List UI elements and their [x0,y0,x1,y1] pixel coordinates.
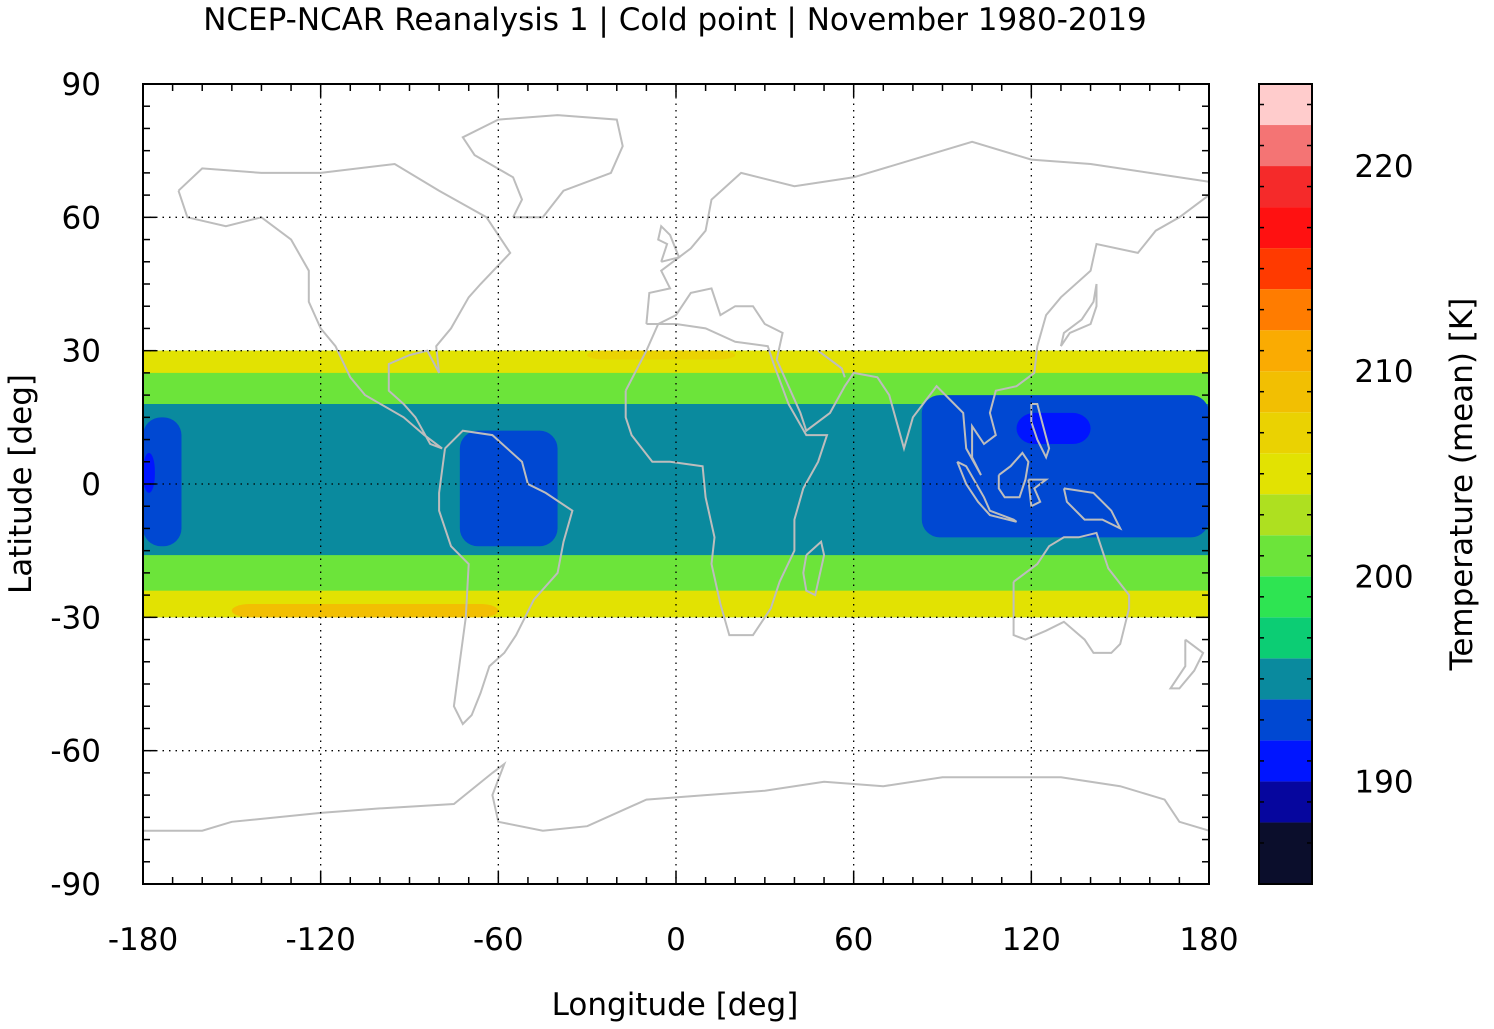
coastline-sulawesi [1027,478,1050,508]
plot-frame [142,83,1210,885]
coastline-africa [624,323,829,637]
coastline-madagascar [802,539,826,597]
coastline-south-america [438,429,574,726]
heatmap-region-cold-pool-west-pacific [921,395,1209,538]
coastline-philippines [1030,403,1051,460]
coastline-antarctica [143,761,1209,832]
colorbar-swatch [1259,371,1312,413]
heatmap-region-warm-core-south-pacific [231,604,499,618]
y-axis-label: Latitude [deg] [3,374,39,594]
colorbar-swatch [1259,166,1312,208]
heatmap-region-cold-pool-south-america [459,430,558,547]
colorbar-frame [1258,83,1313,885]
x-tick-label: -60 [473,922,524,958]
colorbar [1258,83,1313,885]
y-tick-label: 0 [81,467,101,503]
colorbar-swatch [1259,658,1312,700]
heatmap-region-warm-band-north [143,350,1209,373]
grid-lines [143,84,1209,884]
colorbar-swatch [1259,84,1312,126]
colorbar-tick-label: 220 [1354,149,1413,185]
x-tick-label: 120 [1002,922,1061,958]
coastline-greenland [461,114,624,219]
coastline-uk [657,224,681,263]
x-tick-labels: -180 -120 -60 0 60 120 180 [108,922,1239,958]
heatmap-region-cold-pool-dateline [143,417,182,547]
axis-ticks [142,83,1210,885]
x-axis-label: Longitude [deg] [552,987,799,1023]
colorbar-swatch [1259,781,1312,823]
y-tick-label: 30 [62,334,101,370]
coastline-eurasia [645,140,1209,476]
coastline-japan [1059,283,1098,347]
coastline-australia [1012,531,1131,654]
colorbar-swatch [1259,412,1312,454]
colorbar-swatch [1259,535,1312,577]
y-tick-labels: 90 60 30 0 -30 -60 -90 [50,67,101,903]
coastlines [143,114,1209,832]
heatmap-region-warm-core-north-atlantic [587,350,736,360]
colorbar-swatch [1259,699,1312,741]
x-tick-label: 180 [1179,922,1238,958]
colorbar-tick-label: 190 [1354,764,1413,800]
colorbar-swatch [1259,207,1312,249]
y-tick-label: -90 [50,867,101,903]
x-tick-label: 60 [834,922,873,958]
colorbar-swatch [1259,617,1312,659]
colorbar-swatch [1259,576,1312,618]
colorbar-tick-label: 210 [1354,354,1413,390]
heatmap-region-cold-pool-dateline-core [143,452,155,493]
coastline-new-guinea [1062,487,1123,531]
colorbar-tick-label: 200 [1354,559,1413,595]
y-tick-label: 60 [62,200,101,236]
x-tick-label: -180 [108,922,178,958]
colorbar-swatch [1259,289,1312,331]
colorbar-tick-labels: 190 200 210 220 [1354,149,1413,800]
colorbar-swatch [1259,494,1312,536]
coastline-borneo [997,451,1030,499]
colorbar-label: Temperature (mean) [K] [1444,298,1480,672]
coastline-sumatra-java [956,460,1018,523]
y-tick-label: -30 [50,600,101,636]
y-tick-label: -60 [50,734,101,770]
x-tick-label: -120 [285,922,355,958]
colorbar-swatch [1259,740,1312,782]
y-tick-label: 90 [62,67,101,103]
colorbar-swatch [1259,453,1312,495]
heatmap-region-cold-pool-west-pacific-core [1016,412,1091,444]
colorbar-swatch [1259,330,1312,372]
coastline-new-zealand [1168,638,1205,690]
colorbar-swatch [1259,822,1312,884]
colorbar-swatch [1259,248,1312,290]
chart-title: NCEP-NCAR Reanalysis 1 | Cold point | No… [203,2,1147,38]
coastline-north-america [177,162,512,450]
x-tick-label: 0 [666,922,686,958]
colorbar-swatch [1259,125,1312,167]
coastline-arabia-gulf [817,349,846,378]
